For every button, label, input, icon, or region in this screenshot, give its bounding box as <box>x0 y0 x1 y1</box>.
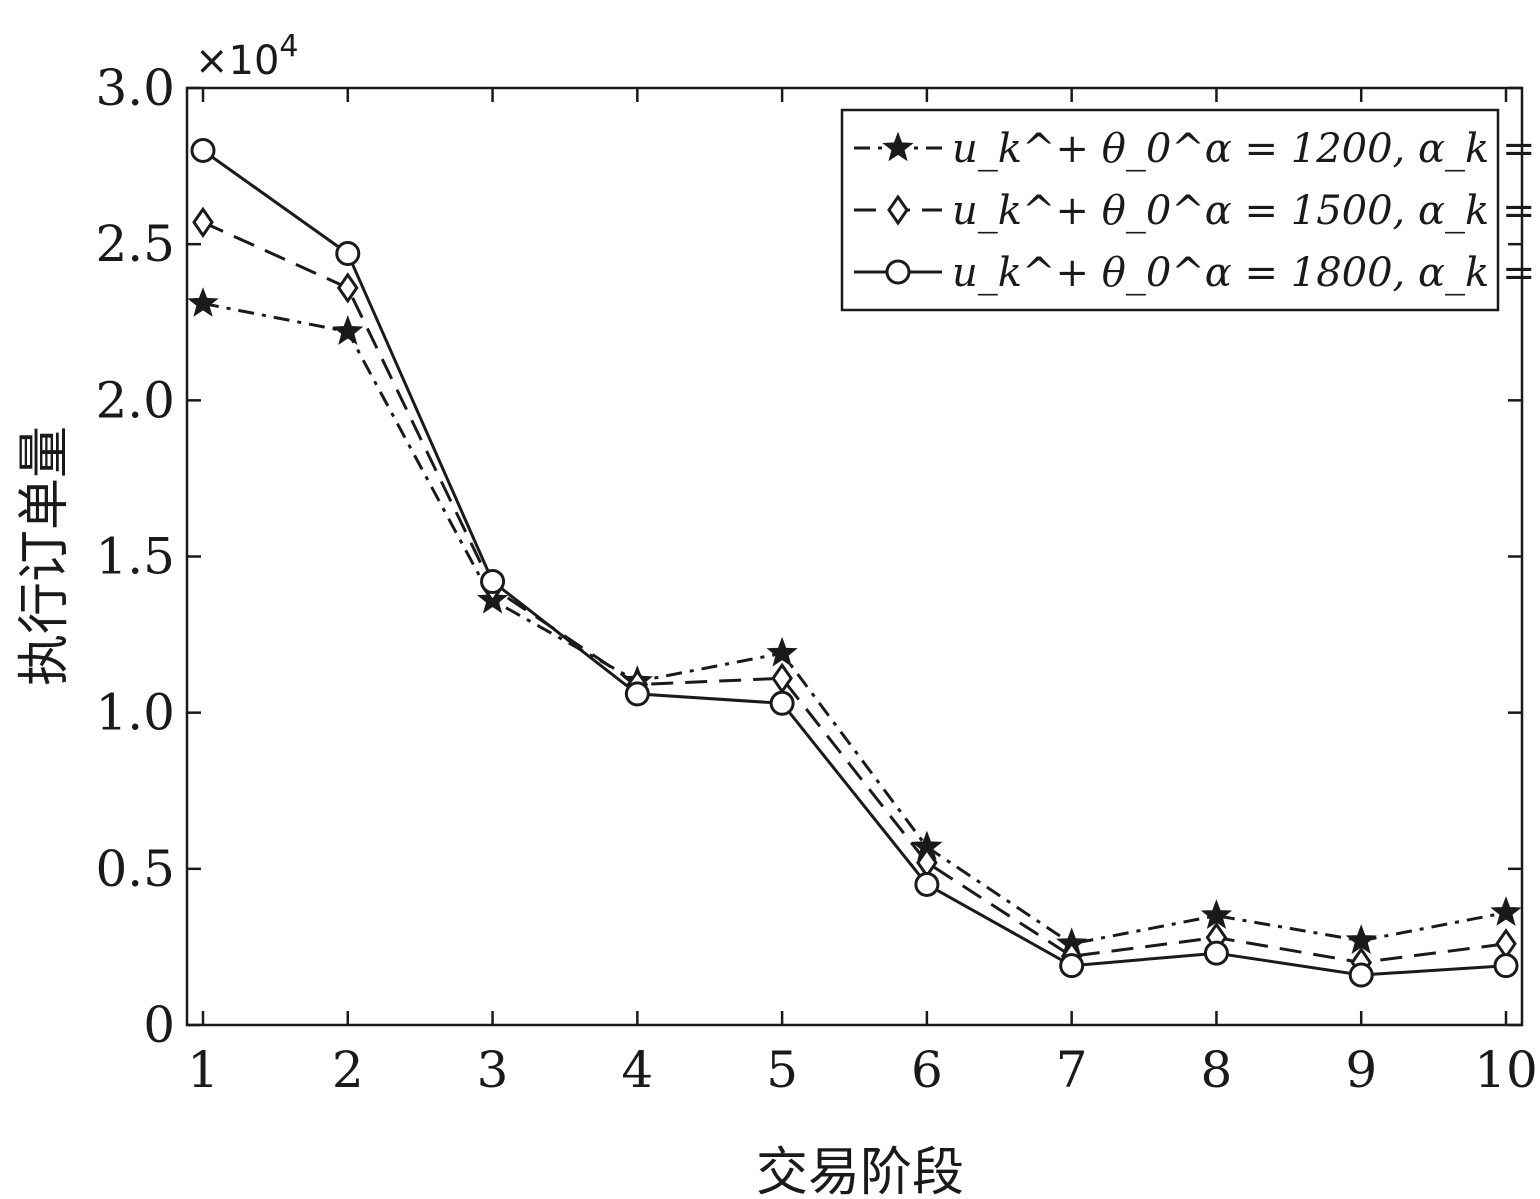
y-tick-label: 0 <box>143 996 175 1054</box>
x-tick-label: 5 <box>766 1041 798 1099</box>
data-point-circle <box>335 241 361 267</box>
x-tick-label: 7 <box>1056 1041 1088 1099</box>
data-point-circle <box>914 871 940 897</box>
data-point-diamond <box>192 206 214 238</box>
legend-marker-diamond <box>887 194 909 226</box>
legend-label-1: u_k^+ θ_0^α = 1200, α_k = 0.50 <box>952 126 1540 172</box>
y-tick-label: 1.5 <box>95 528 175 586</box>
data-point-star <box>1490 896 1522 926</box>
x-tick-label: 2 <box>332 1041 364 1099</box>
x-tick-label: 8 <box>1201 1041 1233 1099</box>
series-1 <box>187 287 1522 958</box>
x-tick-label: 9 <box>1345 1041 1377 1099</box>
x-tick-label: 6 <box>911 1041 943 1099</box>
x-axis-title: 交易阶段 <box>756 1143 964 1199</box>
data-point-circle <box>190 137 216 163</box>
axes: 0 0.5 1.0 1.5 2.0 2.5 3.0 1 2 3 4 5 6 7 8 9 10 <box>95 59 1537 1099</box>
series-line-3 <box>202 149 1507 977</box>
x-tick-label: 1 <box>187 1041 219 1099</box>
data-point-circle <box>624 681 650 707</box>
y-exponent-base: ×10 <box>195 38 279 84</box>
data-point-circle <box>1348 962 1374 988</box>
y-exponent-label: ×104 <box>195 29 299 84</box>
legend-label-2: u_k^+ θ_0^α = 1500, α_k = 0.50 <box>952 188 1540 234</box>
legend-marker-star <box>882 131 914 162</box>
data-point-star <box>766 636 798 667</box>
series-layer <box>187 137 1522 988</box>
data-point-circle <box>480 568 506 594</box>
y-tick-label: 2.5 <box>95 215 175 273</box>
y-tick-label: 3.0 <box>95 59 175 117</box>
data-point-circle <box>1203 940 1229 966</box>
series-3 <box>190 137 1519 988</box>
legend-marker-circle <box>885 259 911 285</box>
series-2 <box>192 206 1517 979</box>
legend-label-3: u_k^+ θ_0^α = 1800, α_k = 0.50 <box>952 250 1540 296</box>
data-point-diamond <box>1495 928 1517 960</box>
y-tick-label: 2.0 <box>95 371 175 429</box>
data-point-circle <box>1493 953 1519 979</box>
data-point-circle <box>769 690 795 716</box>
series-line-2 <box>202 220 1507 965</box>
y-exponent-power: 4 <box>279 29 298 64</box>
x-tick-label: 10 <box>1474 1041 1538 1099</box>
data-point-diamond <box>336 272 359 304</box>
y-tick-label: 1.0 <box>95 684 175 742</box>
series-line-1 <box>202 302 1507 946</box>
x-tick-label: 4 <box>621 1041 653 1099</box>
legend: u_k^+ θ_0^α = 1200, α_k = 0.50 u_k^+ θ_0^… <box>840 108 1540 312</box>
legend-box <box>840 108 1500 312</box>
y-tick-label: 0.5 <box>95 840 175 898</box>
x-tick-label: 3 <box>477 1041 509 1099</box>
data-point-circle <box>1059 953 1085 979</box>
data-point-star <box>187 287 219 317</box>
y-axis-title: 执行订单量 <box>15 426 75 686</box>
data-point-star <box>332 315 364 345</box>
